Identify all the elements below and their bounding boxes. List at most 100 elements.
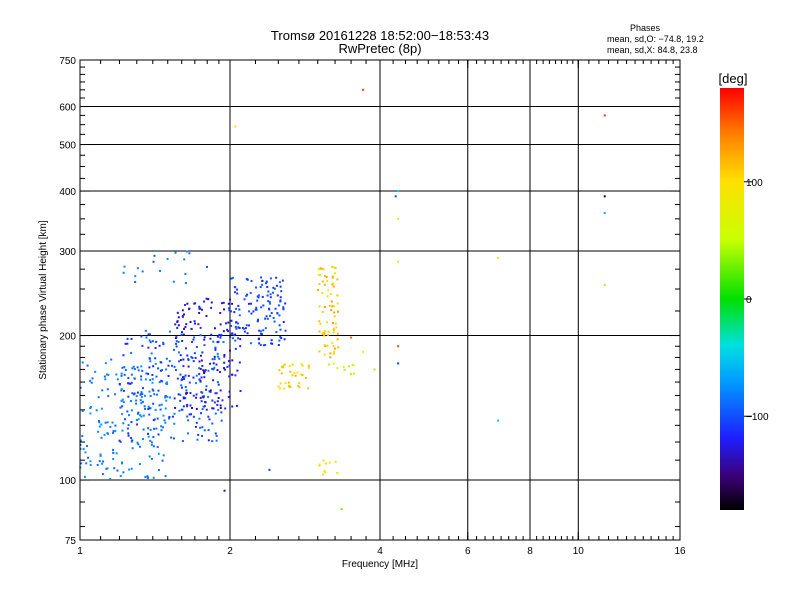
data-point (130, 381, 133, 384)
data-point (264, 317, 267, 320)
data-point (298, 386, 301, 389)
data-point (130, 440, 133, 443)
data-point (289, 385, 292, 388)
data-point (237, 337, 240, 340)
data-point (209, 362, 212, 365)
data-point (148, 455, 151, 458)
data-point (106, 373, 109, 376)
data-point (229, 298, 232, 301)
data-point (184, 326, 187, 329)
data-point (100, 436, 103, 439)
data-point (283, 338, 286, 341)
data-point (300, 362, 303, 365)
data-point (168, 417, 171, 420)
data-point (332, 352, 335, 355)
data-point (134, 275, 137, 278)
data-point (216, 381, 219, 384)
data-point (222, 367, 225, 370)
data-point (266, 285, 269, 288)
data-point (157, 452, 160, 455)
data-point (192, 338, 195, 341)
data-point (144, 394, 147, 397)
data-point (207, 415, 210, 418)
data-point (180, 384, 183, 387)
data-point (326, 344, 329, 347)
data-point (212, 362, 215, 365)
colorbar-label: [deg] (719, 71, 748, 86)
data-point (236, 369, 239, 372)
data-point (330, 300, 333, 303)
data-point (79, 386, 82, 389)
data-point (204, 401, 207, 404)
data-point (181, 315, 184, 318)
data-point (130, 436, 133, 439)
data-point (148, 339, 151, 342)
data-point (325, 276, 328, 279)
data-point (259, 344, 262, 347)
data-point (157, 433, 160, 436)
data-point (238, 308, 241, 311)
data-point (89, 463, 92, 466)
y-tick-label: 100 (59, 476, 76, 487)
data-point (269, 277, 272, 280)
data-point (333, 350, 336, 353)
data-point (216, 355, 219, 358)
data-point (211, 440, 214, 443)
data-point (279, 296, 282, 299)
data-point (98, 421, 101, 424)
data-point (140, 375, 143, 378)
data-point (135, 399, 138, 402)
data-point (268, 307, 271, 310)
data-point (126, 342, 129, 345)
data-point (279, 328, 282, 331)
data-point (122, 389, 125, 392)
x-axis-label: Frequency [MHz] (342, 559, 418, 570)
data-point (147, 435, 150, 438)
data-point (147, 427, 150, 430)
data-point (180, 408, 183, 411)
data-point (90, 381, 93, 384)
data-point (318, 283, 321, 286)
colorbar-ticks: 100 0 −100 (744, 178, 769, 423)
data-point (118, 383, 121, 386)
data-point (247, 324, 250, 327)
data-point (264, 344, 267, 347)
data-point (279, 336, 282, 339)
data-point (127, 424, 130, 427)
data-point (234, 286, 237, 289)
data-point (199, 380, 202, 383)
data-point (328, 304, 331, 307)
data-point (147, 333, 150, 336)
data-point (212, 340, 215, 343)
data-point (136, 391, 139, 394)
data-point (297, 384, 300, 387)
data-point (214, 412, 217, 415)
data-point (173, 365, 176, 368)
data-point (183, 258, 186, 261)
data-point (321, 310, 324, 313)
data-point (141, 270, 144, 273)
data-point (164, 396, 167, 399)
data-point (169, 396, 172, 399)
data-point (269, 296, 272, 299)
data-point (202, 300, 205, 303)
data-point (172, 280, 175, 283)
y-tick-label: 300 (59, 247, 76, 258)
data-point (296, 371, 299, 374)
x-tick-label: 10 (573, 546, 585, 557)
data-point (187, 357, 190, 360)
data-point (188, 381, 191, 384)
data-point (82, 448, 85, 451)
data-point (316, 289, 319, 292)
data-point (179, 354, 182, 357)
data-point (140, 378, 143, 381)
data-point (112, 429, 115, 432)
data-point (164, 475, 167, 478)
data-point (333, 347, 336, 350)
data-point (228, 359, 231, 362)
data-point (112, 458, 115, 461)
data-point (332, 327, 335, 330)
data-point (220, 419, 223, 422)
data-point (144, 329, 147, 332)
data-point (397, 190, 400, 193)
